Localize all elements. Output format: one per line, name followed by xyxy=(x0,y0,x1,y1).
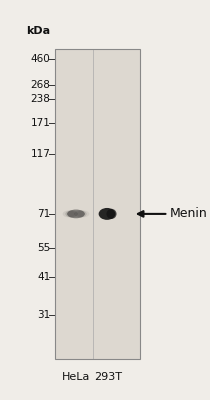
Text: Menin: Menin xyxy=(170,208,208,220)
Ellipse shape xyxy=(106,209,117,219)
Text: 31: 31 xyxy=(37,310,50,320)
Text: 117: 117 xyxy=(30,149,50,159)
Ellipse shape xyxy=(65,210,78,217)
FancyBboxPatch shape xyxy=(55,49,140,359)
Text: 71: 71 xyxy=(37,209,50,219)
Text: 171: 171 xyxy=(30,118,50,128)
Ellipse shape xyxy=(74,210,87,217)
Text: 460: 460 xyxy=(30,54,50,64)
Ellipse shape xyxy=(63,210,75,217)
Text: 268: 268 xyxy=(30,80,50,90)
Text: 55: 55 xyxy=(37,243,50,253)
Text: 238: 238 xyxy=(30,94,50,104)
Text: kDa: kDa xyxy=(26,26,50,36)
Ellipse shape xyxy=(99,208,116,220)
Text: HeLa: HeLa xyxy=(62,372,90,382)
Ellipse shape xyxy=(77,210,89,217)
Text: 41: 41 xyxy=(37,272,50,282)
Text: 293T: 293T xyxy=(94,372,122,382)
Ellipse shape xyxy=(67,210,85,218)
